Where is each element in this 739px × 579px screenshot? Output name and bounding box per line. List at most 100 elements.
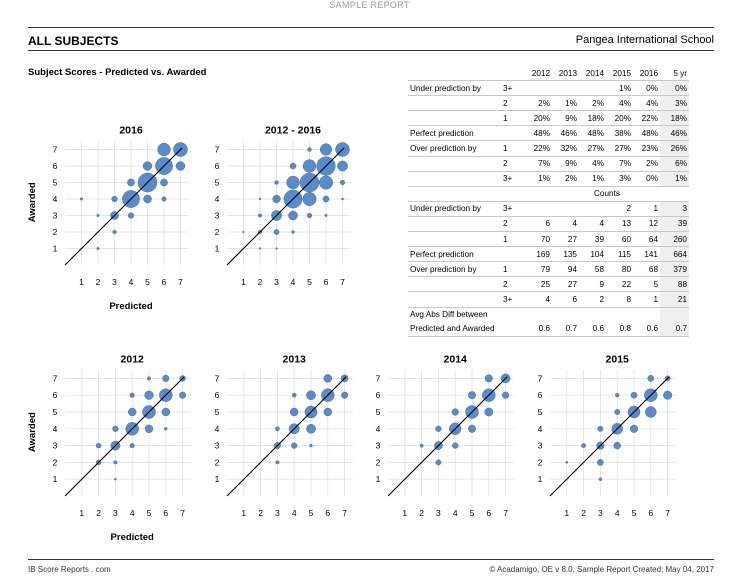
- chart-title: 2016: [119, 125, 143, 137]
- y-tick-label: 2: [53, 227, 58, 237]
- data-bubble: [80, 197, 83, 201]
- y-tick-label: 4: [215, 194, 220, 204]
- row-sublabel: 1: [501, 261, 525, 278]
- table-row: 2 6 4 4 13 12 39: [408, 216, 689, 233]
- table-cell: 6: [552, 291, 579, 308]
- data-bubble: [645, 406, 657, 418]
- y-tick-label: 7: [538, 373, 543, 383]
- x-tick-label: 7: [178, 277, 183, 287]
- x-axis-label: Predicted: [111, 532, 154, 543]
- row-label: [408, 110, 501, 127]
- x-tick-label: 3: [112, 277, 117, 287]
- table-cell: 0.7: [660, 321, 689, 337]
- table-cell: 0%: [633, 80, 660, 97]
- table-row: Under prediction by 3+ 2 1 3: [408, 201, 689, 217]
- table-cell: 9%: [552, 110, 579, 127]
- table-cell: 4%: [579, 156, 606, 172]
- x-tick-label: 1: [79, 508, 84, 518]
- table-cell: 12: [633, 216, 660, 233]
- x-tick-label: 4: [292, 508, 297, 518]
- table-row: Avg Abs Diff between: [408, 307, 689, 322]
- data-bubble: [630, 391, 638, 399]
- y-tick-label: 4: [215, 424, 220, 434]
- footer-left: IB Score Reports . com: [28, 565, 111, 574]
- x-tick-label: 5: [632, 508, 637, 518]
- table-cell: [633, 307, 660, 322]
- table-cell: 22%: [633, 110, 660, 127]
- data-bubble: [142, 161, 153, 171]
- table-cell: 68: [633, 261, 660, 278]
- table-cell: [552, 80, 579, 97]
- table-cell: 18%: [579, 110, 606, 127]
- data-bubble: [258, 213, 262, 218]
- table-cell: 64: [633, 231, 660, 248]
- table-cell: 2%: [579, 95, 606, 112]
- x-tick-label: 5: [470, 508, 475, 518]
- table-header-cell: 2015: [606, 66, 633, 82]
- table-cell: 9: [579, 276, 606, 293]
- table-row: 2 2% 1% 2% 4% 4% 3%: [408, 95, 689, 112]
- data-bubble: [113, 460, 118, 465]
- x-tick-label: 7: [665, 508, 670, 518]
- table-cell: 8: [606, 291, 633, 308]
- row-label: [408, 156, 501, 172]
- row-label: [408, 216, 501, 233]
- data-bubble: [127, 178, 135, 187]
- data-bubble: [114, 477, 117, 481]
- y-tick-label: 1: [376, 474, 381, 484]
- table-cell: 4: [525, 291, 552, 308]
- table-cell: 21: [660, 291, 689, 308]
- data-bubble: [468, 424, 476, 433]
- table-cell: 1%: [552, 95, 579, 112]
- row-sublabel: [501, 321, 525, 337]
- y-tick-label: 6: [215, 390, 220, 400]
- data-bubble: [291, 392, 297, 398]
- table-cell: 2%: [552, 171, 579, 187]
- row-label: [408, 231, 501, 248]
- data-bubble: [647, 375, 655, 382]
- table-cell: 0.6: [633, 321, 660, 337]
- data-bubble: [452, 442, 459, 449]
- data-bubble: [288, 210, 298, 221]
- table-cell: 7%: [525, 156, 552, 172]
- table-cell: 1: [633, 291, 660, 308]
- table-cell: 6: [525, 216, 552, 233]
- table-cell: 169: [525, 246, 552, 263]
- table-cell: 7%: [606, 156, 633, 172]
- table-cell: 379: [660, 261, 689, 278]
- data-bubble: [341, 197, 344, 201]
- data-bubble: [242, 230, 245, 234]
- table-cell: 58: [579, 261, 606, 278]
- y-tick-label: 1: [215, 244, 220, 254]
- table-row: Over prediction by 1 22% 32% 27% 27% 23% 26%: [408, 140, 689, 157]
- data-bubble: [614, 409, 621, 415]
- data-bubble: [302, 192, 317, 206]
- row-label: Predicted and Awarded: [408, 321, 501, 337]
- table-row: 3+ 4 6 2 8 1 21: [408, 291, 689, 308]
- table-cell: 1: [633, 201, 660, 217]
- table-cell: [525, 307, 552, 322]
- x-tick-label: 3: [436, 508, 441, 518]
- table-cell: 27: [552, 231, 579, 248]
- table-cell: 46%: [660, 125, 689, 142]
- x-tick-label: 3: [274, 277, 279, 287]
- data-bubble: [258, 247, 262, 250]
- data-bubble: [484, 374, 493, 383]
- table-cell: 27: [552, 276, 579, 293]
- data-bubble: [128, 407, 137, 417]
- table-cell: 0.8: [606, 321, 633, 337]
- table-cell: [579, 201, 606, 217]
- row-label: Under prediction by: [408, 80, 501, 97]
- row-label: Over prediction by: [408, 140, 501, 157]
- y-tick-label: 7: [53, 373, 58, 383]
- table-row: 2 7% 9% 4% 7% 2% 6%: [408, 156, 689, 172]
- data-bubble: [324, 214, 328, 217]
- table-row: Perfect prediction 48% 46% 48% 38% 48% 46%: [408, 125, 689, 142]
- y-tick-label: 7: [215, 373, 220, 383]
- section-title: Subject Scores - Predicted vs. Awarded: [28, 67, 207, 78]
- table-cell: 27%: [606, 140, 633, 157]
- y-tick-label: 7: [376, 373, 381, 383]
- table-cell: 20%: [606, 110, 633, 127]
- footer-rule: [28, 559, 714, 560]
- data-bubble: [127, 212, 135, 219]
